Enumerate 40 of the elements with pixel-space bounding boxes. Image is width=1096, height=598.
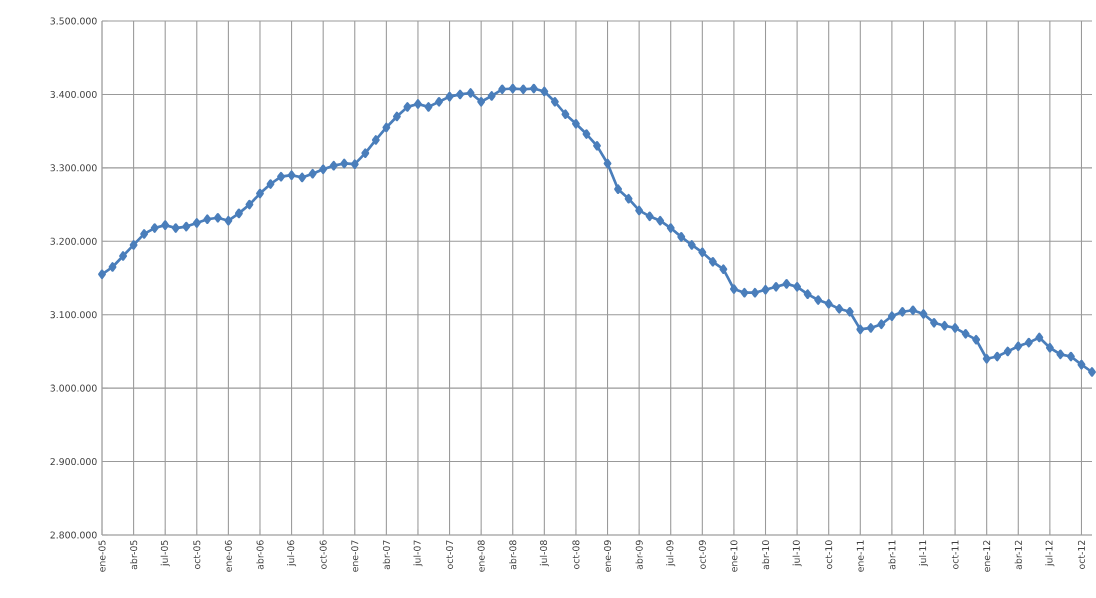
x-tick-label: oct-07	[446, 540, 454, 569]
x-tick-label: jul-07	[413, 540, 423, 567]
y-tick-label: 3.200.000	[50, 237, 97, 245]
x-tick-label: oct-09	[698, 540, 706, 569]
x-tick-label: jul-09	[666, 540, 676, 567]
x-tick-label: jul-11	[918, 540, 929, 567]
x-tick-label: ene-08	[477, 540, 485, 572]
x-tick-label: oct-05	[193, 540, 201, 569]
x-tick-label: ene-06	[224, 540, 232, 572]
x-tick-label: jul-12	[1045, 540, 1055, 567]
x-tick-label: ene-11	[856, 540, 864, 572]
x-tick-label: ene-05	[98, 540, 106, 572]
x-tick-label: abr-10	[761, 540, 770, 570]
y-tick-label: 3.400.000	[50, 90, 97, 98]
x-tick-label: ene-12	[983, 540, 991, 572]
y-tick-label: 2.800.000	[50, 531, 97, 539]
y-tick-label: 3.000.000	[50, 384, 97, 392]
x-tick-label: abr-07	[382, 540, 390, 570]
x-tick-label: jul-05	[160, 540, 170, 567]
x-tick-label: oct-11	[951, 540, 959, 569]
y-tick-label: 3.100.000	[50, 311, 97, 319]
x-tick-label: jul-06	[287, 540, 297, 567]
x-tick-label: oct-06	[319, 540, 327, 569]
y-tick-label: 3.500.000	[50, 17, 97, 25]
x-tick-label: abr-12	[1014, 540, 1022, 570]
x-tick-label: ene-07	[351, 540, 359, 572]
x-tick-label: oct-08	[572, 540, 580, 569]
x-tick-label: oct-10	[825, 540, 833, 569]
x-tick-label: abr-08	[509, 540, 517, 570]
y-tick-label: 3.300.000	[50, 164, 97, 172]
x-tick-label: abr-05	[129, 540, 138, 570]
x-tick-label: jul-10	[792, 540, 802, 567]
x-tick-label: abr-06	[256, 540, 264, 570]
x-tick-label: ene-10	[730, 540, 738, 572]
x-tick-label: abr-09	[635, 540, 643, 570]
x-tick-label: ene-09	[604, 540, 612, 572]
x-tick-label: oct-12	[1077, 540, 1085, 569]
x-tick-label: jul-08	[539, 540, 549, 567]
y-tick-label: 2.900.000	[50, 458, 97, 466]
x-tick-label: abr-11	[888, 540, 896, 570]
